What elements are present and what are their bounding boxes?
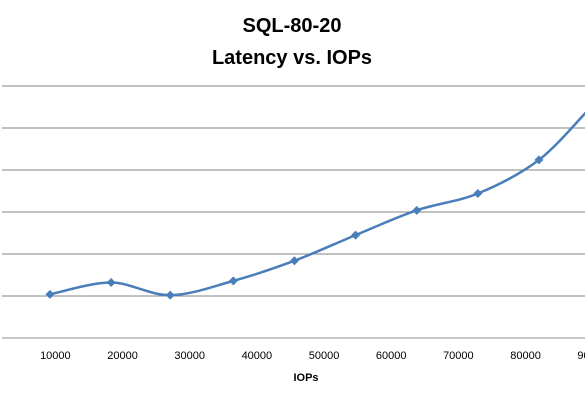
x-tick-label: 40000 [242, 350, 273, 362]
data-point-marker [165, 290, 175, 300]
x-tick-label: 90000 [577, 350, 585, 362]
series-layer [45, 111, 585, 300]
x-tick-label: 80000 [510, 350, 541, 362]
data-point-marker [228, 276, 238, 286]
x-tick-label: 20000 [107, 350, 138, 362]
data-point-marker [534, 155, 544, 165]
x-tick-label: 50000 [309, 350, 340, 362]
data-point-marker [473, 189, 483, 199]
chart-title-line-1: SQL-80-20 [243, 15, 342, 37]
data-point-marker [106, 278, 116, 288]
x-axis-title: IOPs [293, 372, 318, 384]
x-tick-label: 60000 [376, 350, 407, 362]
data-point-marker [412, 205, 422, 215]
data-point-marker [289, 256, 299, 266]
series-line [49, 111, 585, 297]
gridlines [2, 85, 585, 339]
x-tick-label: 70000 [443, 350, 474, 362]
chart-title-line-2: Latency vs. IOPs [212, 47, 372, 69]
data-point-marker [45, 289, 55, 299]
x-tick-label: 30000 [174, 350, 205, 362]
x-tick-label: 10000 [40, 350, 71, 362]
x-axis-ticks: 10000 20000 30000 40000 50000 60000 70000 80000… [40, 350, 585, 362]
data-point-marker [351, 230, 361, 240]
